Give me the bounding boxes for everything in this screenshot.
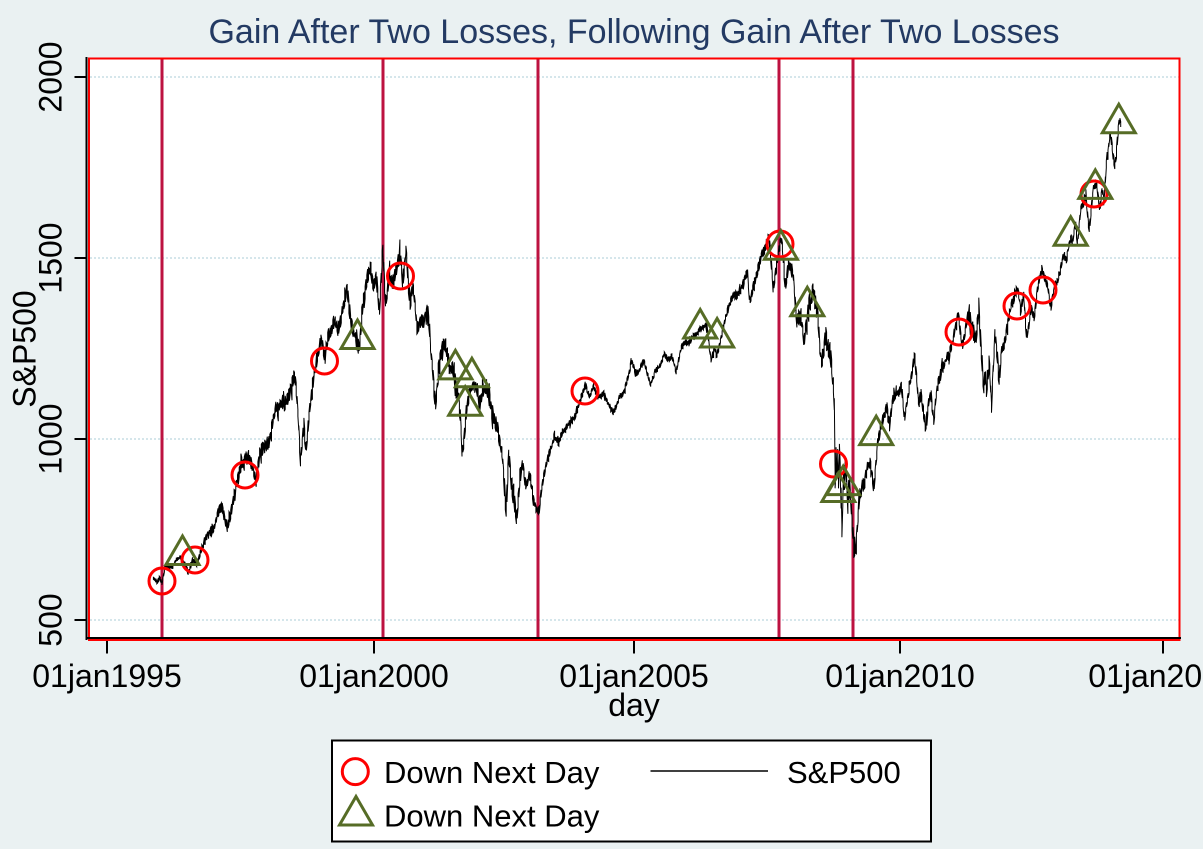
svg-text:01jan2000: 01jan2000 bbox=[299, 658, 448, 694]
svg-text:Down Next Day: Down Next Day bbox=[384, 799, 600, 834]
svg-text:S&P500: S&P500 bbox=[787, 755, 901, 790]
svg-text:1000: 1000 bbox=[33, 403, 69, 474]
svg-text:1500: 1500 bbox=[33, 222, 69, 293]
svg-text:01jan2015: 01jan2015 bbox=[1088, 658, 1203, 694]
svg-text:500: 500 bbox=[33, 593, 69, 646]
svg-text:S&P500: S&P500 bbox=[7, 290, 43, 407]
svg-text:01jan1995: 01jan1995 bbox=[32, 658, 181, 694]
svg-text:01jan2005: 01jan2005 bbox=[559, 658, 708, 694]
svg-text:day: day bbox=[608, 687, 660, 723]
svg-text:Gain After Two Losses, Followi: Gain After Two Losses, Following Gain Af… bbox=[208, 13, 1059, 51]
svg-text:2000: 2000 bbox=[33, 41, 69, 112]
svg-text:Down Next Day: Down Next Day bbox=[384, 755, 600, 790]
svg-text:01jan2010: 01jan2010 bbox=[825, 658, 974, 694]
